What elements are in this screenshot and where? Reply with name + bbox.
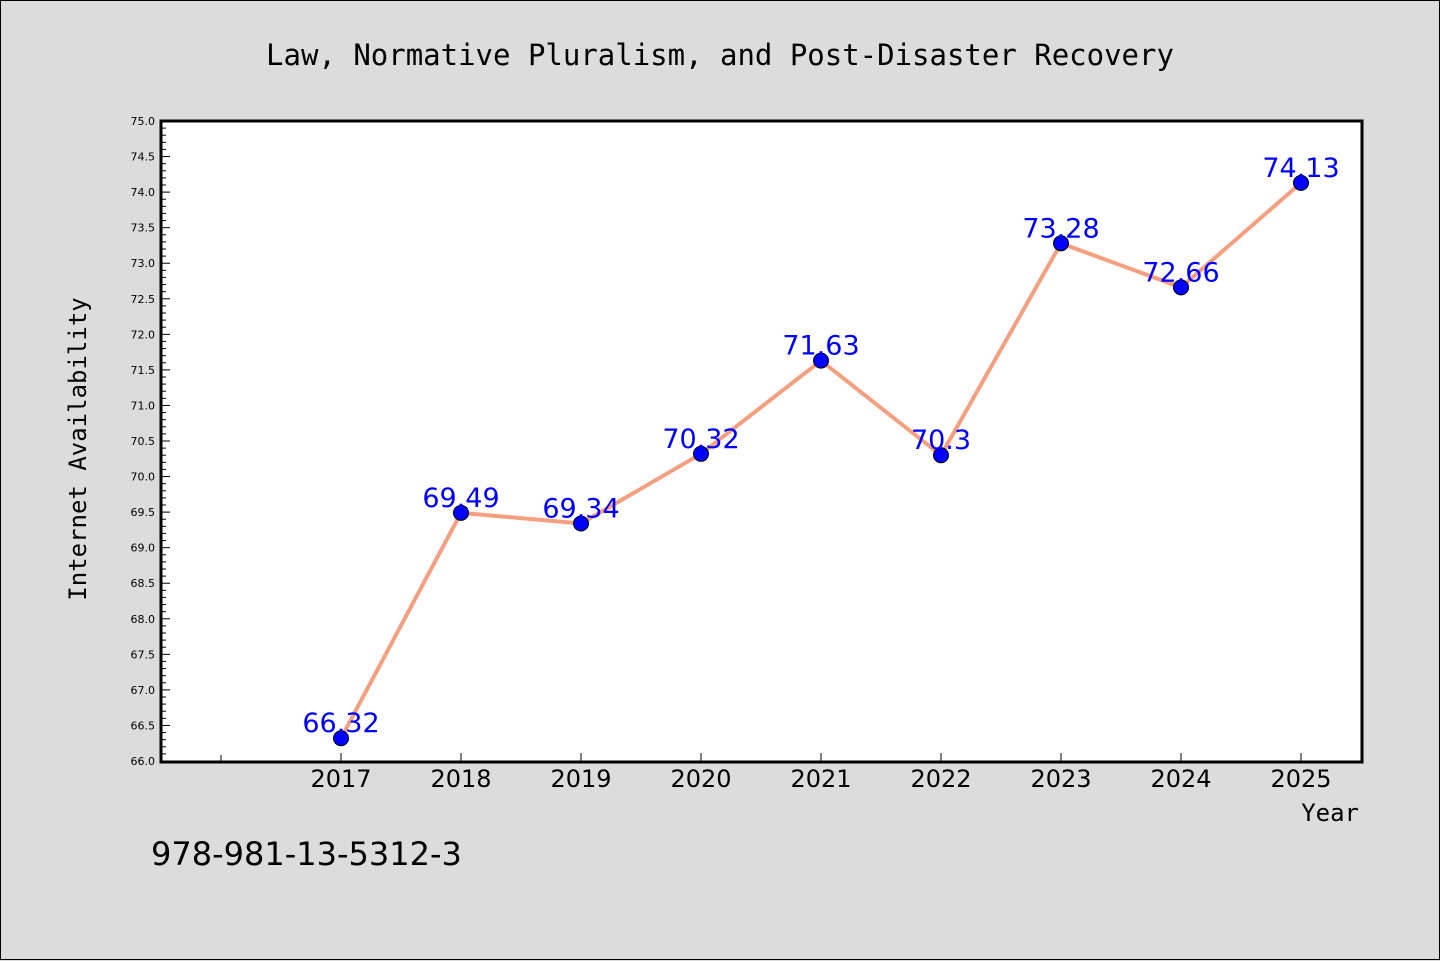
y-axis: 66.0 66.5 67.0 67.5 68.0 68.5 69.0 69.5 70.0 70.5…	[131, 115, 170, 768]
data-point	[1293, 174, 1309, 191]
data-label: 69.49	[422, 483, 499, 514]
data-point	[693, 445, 709, 462]
x-tick-label: 2019	[550, 765, 611, 793]
x-tick-label: 2022	[910, 765, 971, 793]
y-tick-label: 74.0	[131, 186, 156, 199]
y-tick-label: 72.0	[131, 328, 156, 341]
y-tick-label: 71.5	[131, 364, 156, 377]
data-label: 71.63	[782, 331, 859, 362]
y-tick-label: 69.0	[131, 542, 156, 555]
y-tick-label: 66.5	[131, 719, 156, 732]
data-point	[573, 515, 589, 532]
x-tick-label: 2017	[310, 765, 371, 793]
y-tick-label: 75.0	[131, 115, 156, 128]
y-tick-label: 67.0	[131, 684, 156, 697]
x-tick-label: 2018	[430, 765, 491, 793]
y-tick-label: 73.5	[131, 222, 156, 235]
y-tick-label: 69.5	[131, 506, 156, 519]
x-tick-label: 2024	[1150, 765, 1211, 793]
chart-title: Law, Normative Pluralism, and Post-Disas…	[266, 38, 1174, 72]
y-tick-label: 74.5	[131, 151, 156, 164]
y-tick-label: 68.5	[131, 577, 156, 590]
data-markers	[333, 174, 1309, 747]
data-label: 66.32	[302, 708, 379, 739]
data-point	[813, 352, 829, 369]
y-axis-label: Internet Availability	[64, 297, 92, 600]
y-tick-label: 67.5	[131, 648, 156, 661]
data-labels: 66.32 69.49 69.34 70.32 71.63 70.3 73.28 72.66 7…	[302, 153, 1339, 739]
y-tick-label: 73.0	[131, 257, 156, 270]
x-axis: 2017 2018 2019 2020 2021 2022 2023 2024 2025	[220, 753, 1332, 793]
y-tick-label: 72.5	[131, 293, 156, 306]
data-point	[933, 447, 949, 464]
y-tick-label: 66.0	[131, 755, 156, 768]
data-label: 74.13	[1262, 153, 1339, 184]
y-tick-label: 70.5	[131, 435, 156, 448]
data-point	[1053, 235, 1069, 252]
x-tick-label: 2025	[1270, 765, 1331, 793]
x-tick-label: 2023	[1030, 765, 1091, 793]
data-label: 70.3	[911, 425, 971, 456]
plot-area	[159, 119, 1364, 764]
x-tick-label: 2020	[670, 765, 731, 793]
data-point	[333, 730, 349, 747]
y-tick-label: 70.0	[131, 471, 156, 484]
data-label: 72.66	[1142, 257, 1219, 288]
data-label: 73.28	[1022, 213, 1099, 244]
isbn-text: 978-981-13-5312-3	[151, 835, 462, 873]
data-point	[453, 504, 469, 521]
x-tick-label: 2021	[790, 765, 851, 793]
data-label: 69.34	[542, 493, 619, 524]
x-axis-label: Year	[1301, 799, 1359, 827]
y-tick-label: 71.0	[131, 399, 156, 412]
data-label: 70.32	[662, 424, 739, 455]
y-tick-label: 68.0	[131, 613, 156, 626]
data-point	[1173, 279, 1189, 296]
